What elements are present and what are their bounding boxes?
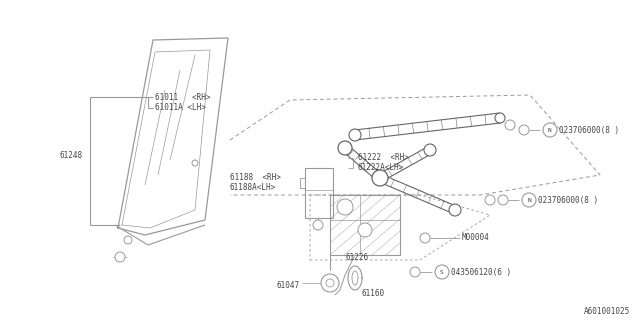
Circle shape (435, 265, 449, 279)
Text: M00004: M00004 (462, 234, 490, 243)
Circle shape (424, 144, 436, 156)
Circle shape (192, 160, 198, 166)
Text: 61011   <RH>: 61011 <RH> (155, 92, 211, 101)
Circle shape (495, 113, 505, 123)
Bar (305, 168, 333, 218)
Text: A601001025: A601001025 (584, 308, 630, 316)
Circle shape (522, 193, 536, 207)
Circle shape (519, 125, 529, 135)
Circle shape (485, 195, 495, 205)
Circle shape (410, 267, 420, 277)
Text: 61226: 61226 (345, 253, 368, 262)
Text: N: N (548, 127, 552, 132)
Circle shape (358, 223, 372, 237)
Text: 61248: 61248 (60, 150, 83, 159)
Text: 61011A <LH>: 61011A <LH> (155, 103, 206, 113)
Text: 61188  <RH>: 61188 <RH> (230, 173, 281, 182)
Text: 61188A<LH>: 61188A<LH> (230, 183, 276, 193)
Circle shape (543, 123, 557, 137)
Text: N: N (527, 197, 531, 203)
Circle shape (337, 199, 353, 215)
Bar (330, 195, 400, 255)
Text: 61222A<LH>: 61222A<LH> (358, 164, 404, 172)
Text: 043506120(6 ): 043506120(6 ) (451, 268, 511, 276)
Circle shape (449, 204, 461, 216)
Text: 61222  <RH>: 61222 <RH> (358, 154, 409, 163)
Circle shape (505, 120, 515, 130)
Text: 023706000(8 ): 023706000(8 ) (538, 196, 598, 204)
Circle shape (124, 236, 132, 244)
Circle shape (338, 141, 352, 155)
Circle shape (326, 279, 334, 287)
Circle shape (115, 252, 125, 262)
Circle shape (420, 233, 430, 243)
Circle shape (498, 195, 508, 205)
Text: S: S (440, 269, 444, 275)
Text: 61047: 61047 (277, 281, 300, 290)
Circle shape (372, 170, 388, 186)
Text: 023706000(8 ): 023706000(8 ) (559, 125, 619, 134)
Circle shape (321, 274, 339, 292)
Circle shape (349, 129, 361, 141)
Text: 61160: 61160 (362, 290, 385, 299)
Circle shape (313, 220, 323, 230)
